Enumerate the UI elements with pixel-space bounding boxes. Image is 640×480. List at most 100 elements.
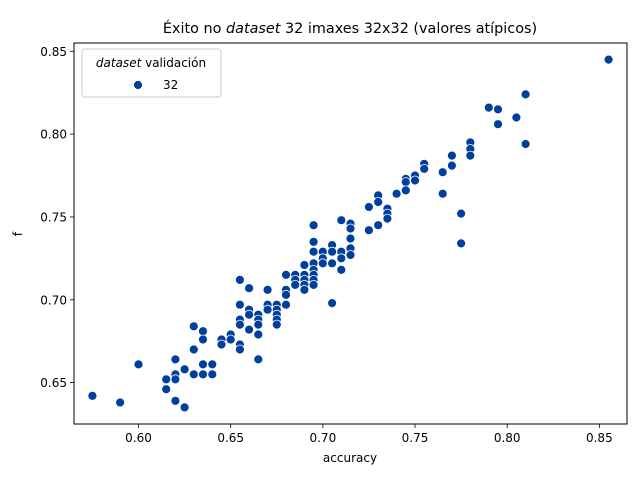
data-point xyxy=(244,324,255,335)
data-point xyxy=(262,284,273,295)
y-tick-label: 0.75 xyxy=(40,210,67,224)
legend-entry-label: 32 xyxy=(163,78,178,92)
data-point xyxy=(234,299,245,310)
data-point xyxy=(198,369,208,380)
data-point xyxy=(327,258,338,269)
data-point xyxy=(299,260,310,270)
data-point xyxy=(456,208,467,219)
legend-marker xyxy=(133,80,143,90)
y-axis-ticks: 0.65 0.70 0.75 0.80 0.85 xyxy=(40,45,74,390)
data-point xyxy=(188,344,199,355)
data-point xyxy=(493,119,503,130)
data-point xyxy=(400,177,411,188)
data-point xyxy=(437,167,448,178)
data-point xyxy=(520,139,531,149)
data-point xyxy=(308,279,319,290)
data-point xyxy=(188,369,199,380)
data-point xyxy=(253,354,264,365)
x-tick-label: 0.85 xyxy=(586,431,613,445)
data-point xyxy=(253,319,264,330)
data-point xyxy=(198,326,208,337)
data-point xyxy=(446,150,457,161)
data-point xyxy=(253,329,264,340)
data-point xyxy=(179,402,190,413)
y-tick-label: 0.65 xyxy=(40,376,67,390)
data-point xyxy=(179,364,190,375)
data-point xyxy=(373,197,384,207)
data-point xyxy=(410,175,420,186)
data-point xyxy=(520,89,531,100)
data-point xyxy=(207,369,218,380)
data-point xyxy=(603,54,614,65)
data-point xyxy=(373,220,384,231)
data-point xyxy=(317,258,328,269)
x-axis-ticks: 0.60 0.65 0.70 0.75 0.80 0.85 xyxy=(125,424,613,445)
data-point xyxy=(281,289,291,300)
data-point xyxy=(308,236,319,247)
data-point xyxy=(483,102,494,113)
legend-title-emphasis: dataset xyxy=(96,56,143,70)
data-point xyxy=(327,298,338,309)
data-point xyxy=(419,163,430,174)
data-point xyxy=(207,359,218,370)
chart-title-prefix: Éxito no xyxy=(163,20,226,37)
data-point xyxy=(216,339,227,350)
data-point xyxy=(234,344,245,355)
data-point xyxy=(198,334,208,345)
data-point xyxy=(234,319,245,330)
data-point xyxy=(281,269,291,280)
data-point xyxy=(133,359,144,370)
data-point xyxy=(465,150,476,161)
data-point xyxy=(446,160,457,171)
chart-title-suffix: 32 imaxes 32x32 (valores atípicos) xyxy=(280,21,537,37)
chart-title-emphasis: dataset xyxy=(226,21,282,37)
data-point xyxy=(308,246,319,257)
data-point xyxy=(161,384,172,395)
data-point xyxy=(170,374,181,385)
x-tick-label: 0.65 xyxy=(217,431,244,445)
data-point xyxy=(345,233,356,244)
data-point xyxy=(244,283,255,294)
data-point xyxy=(336,253,347,264)
plot-area: 0.60 0.65 0.70 0.75 0.80 0.85 0.65 0.70 0.75 0.8… xyxy=(40,42,628,445)
legend: dataset validación 32 xyxy=(81,48,222,98)
data-point xyxy=(188,321,199,332)
data-point xyxy=(234,274,245,285)
data-point xyxy=(345,223,356,234)
x-tick-label: 0.60 xyxy=(125,431,152,445)
data-point xyxy=(308,220,319,231)
legend-title: dataset validación xyxy=(96,56,206,70)
data-point xyxy=(363,225,374,236)
legend-box xyxy=(81,48,222,98)
data-point xyxy=(391,188,402,199)
data-point xyxy=(327,246,338,257)
chart-title: Éxito no dataset 32 imaxes 32x32 (valore… xyxy=(163,20,537,37)
data-point xyxy=(115,397,125,408)
data-points xyxy=(87,54,614,413)
data-point xyxy=(456,238,467,249)
data-point xyxy=(299,284,310,295)
data-point xyxy=(511,112,522,123)
data-point xyxy=(290,279,301,290)
data-point xyxy=(363,202,374,212)
data-point xyxy=(400,185,411,196)
data-point xyxy=(198,359,208,370)
data-point xyxy=(262,304,273,315)
data-point xyxy=(437,188,448,199)
data-point xyxy=(281,299,291,310)
data-point xyxy=(345,250,356,260)
legend-title-suffix: validación xyxy=(141,56,206,70)
y-tick-label: 0.80 xyxy=(40,128,67,142)
data-point xyxy=(336,264,347,275)
y-axis-label: f xyxy=(11,231,25,236)
x-tick-label: 0.70 xyxy=(309,431,336,445)
y-tick-label: 0.70 xyxy=(40,293,67,307)
data-point xyxy=(170,354,181,365)
data-point xyxy=(161,374,172,385)
data-point xyxy=(271,319,282,330)
data-point xyxy=(336,215,347,226)
data-point xyxy=(170,395,181,406)
data-point xyxy=(493,104,503,115)
data-point xyxy=(244,309,255,320)
